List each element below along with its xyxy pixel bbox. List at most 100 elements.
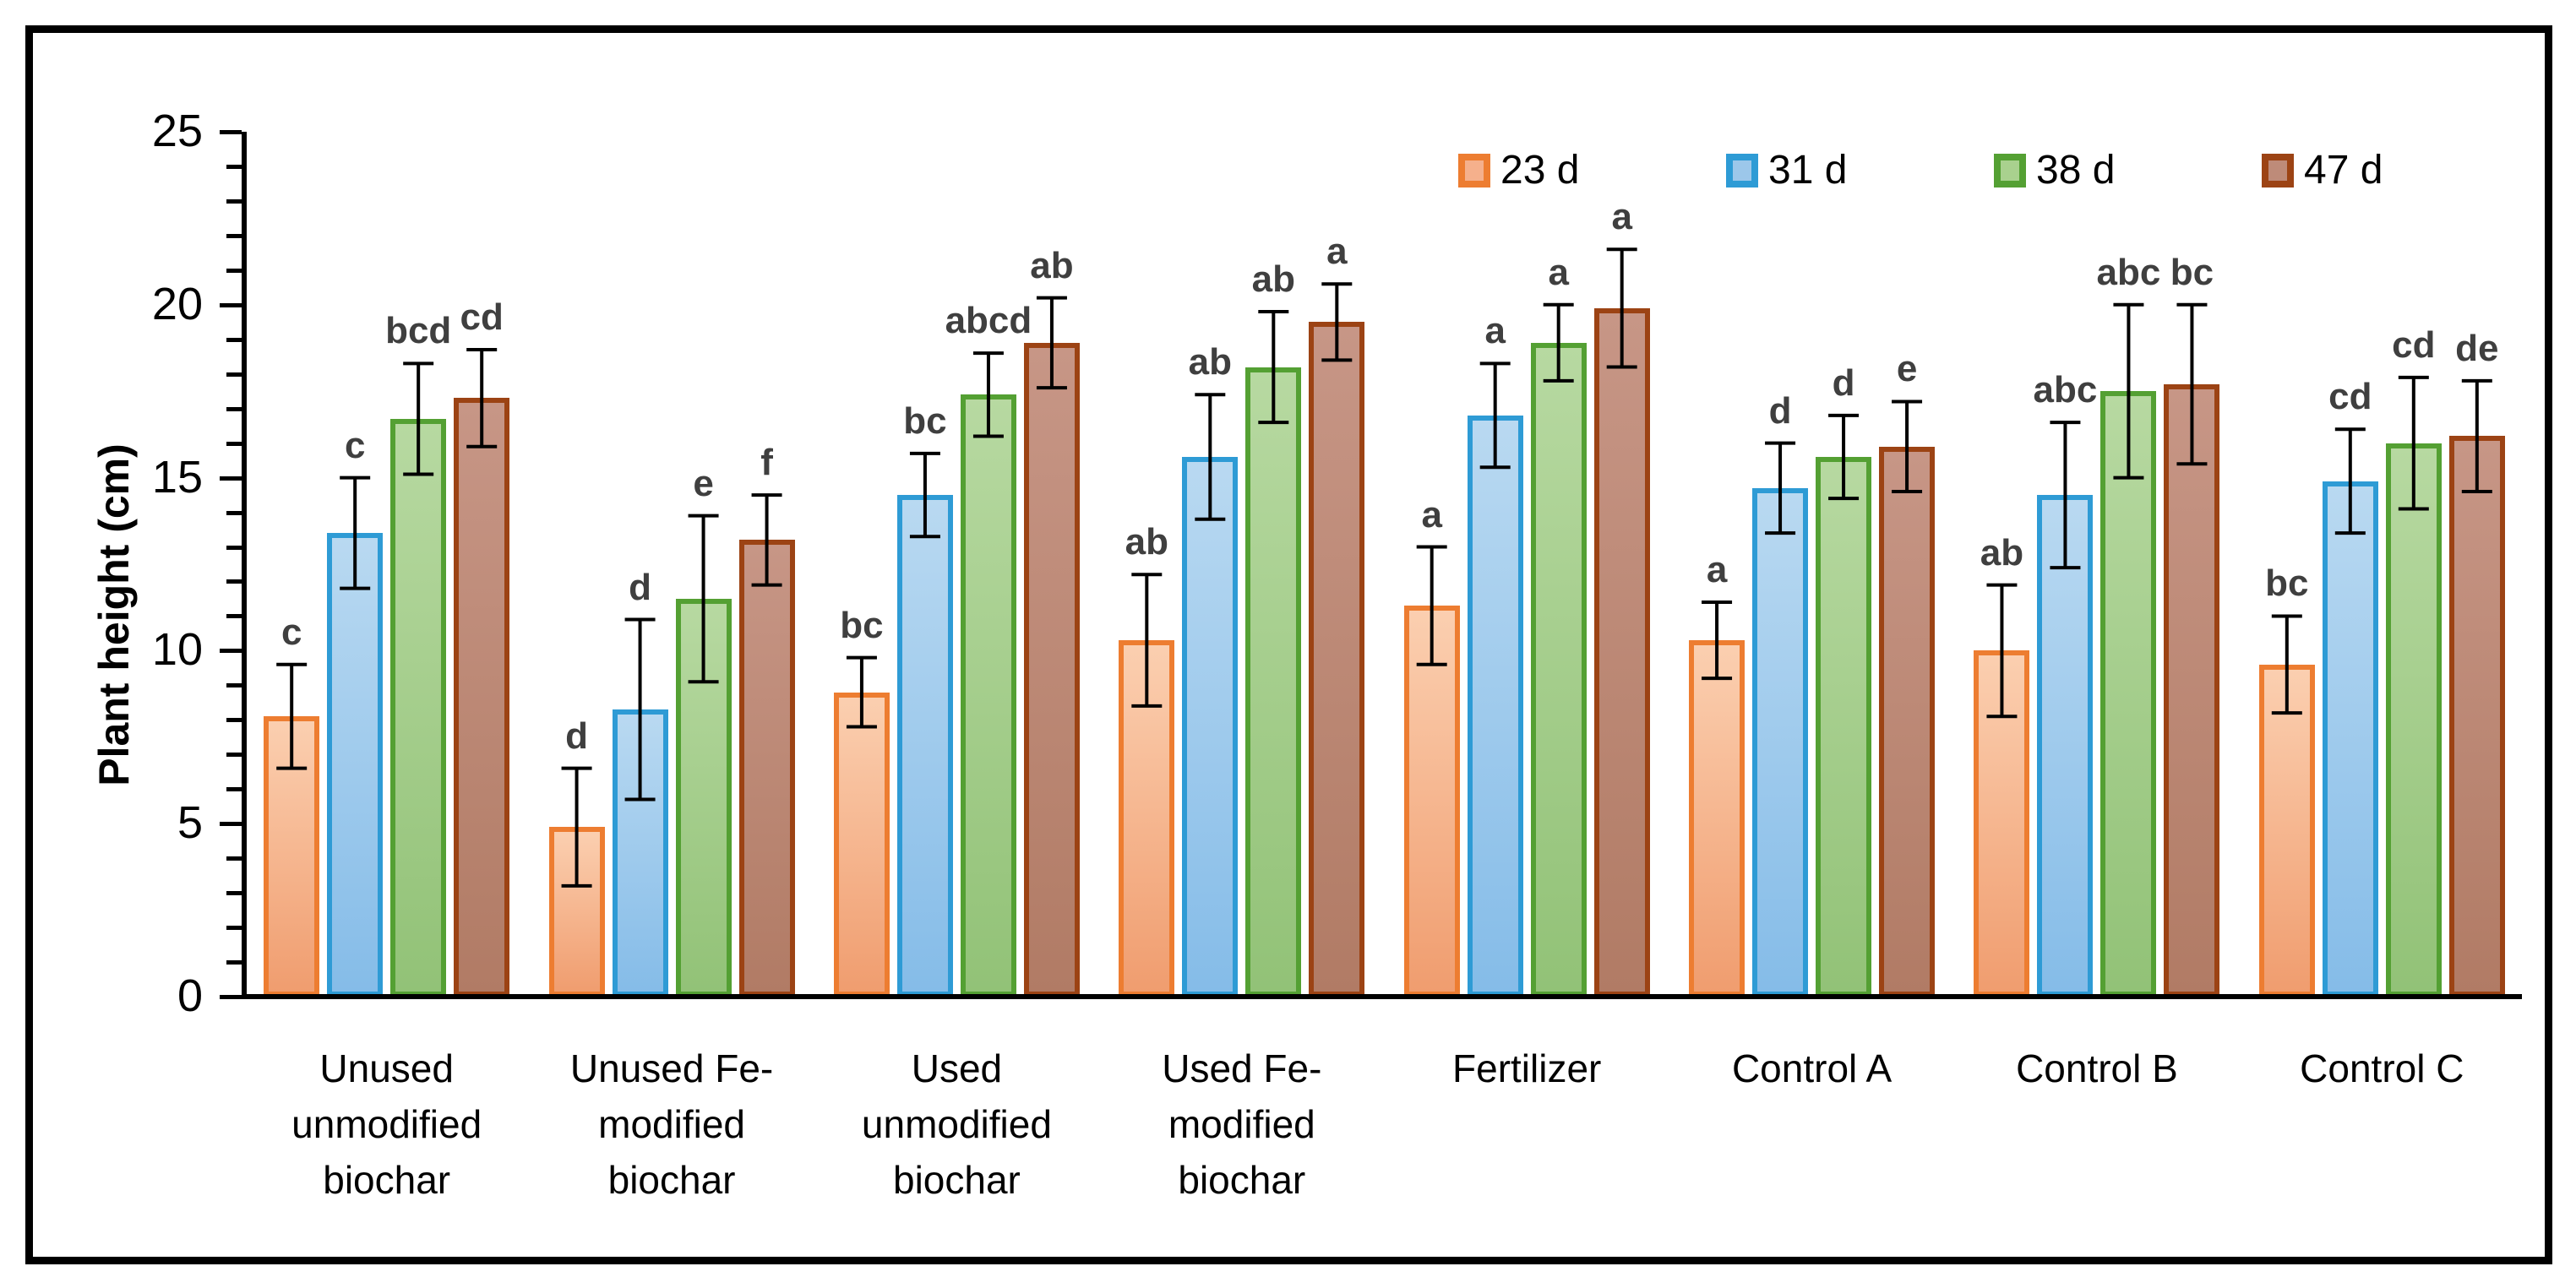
significance-letter: a xyxy=(1326,231,1348,273)
significance-letter: ab xyxy=(1188,341,1232,383)
legend-swatch xyxy=(2262,154,2294,187)
legend-label: 23 d xyxy=(1500,148,1580,193)
bar-31d-5 xyxy=(1467,415,1523,997)
bar-47d-6 xyxy=(1879,446,1936,997)
y-axis-line xyxy=(242,132,247,999)
significance-letter: cd xyxy=(2392,323,2436,366)
y-minor-tick xyxy=(226,372,242,377)
significance-letter: bc xyxy=(2170,251,2214,293)
significance-letter: a xyxy=(1548,251,1569,293)
significance-letter: bc xyxy=(903,399,947,442)
x-category-label: Unused Fe- modified biochar xyxy=(569,1046,774,1202)
legend-label: 31 d xyxy=(1768,148,1848,193)
bar-31d-4 xyxy=(1182,457,1239,997)
legend-item-47d: 47 d xyxy=(2262,150,2383,191)
y-minor-tick xyxy=(226,960,242,965)
y-tick-label: 5 xyxy=(177,797,203,849)
legend-item-38d: 38 d xyxy=(1994,150,2115,191)
legend-label: 38 d xyxy=(2036,148,2116,193)
bar-38d-1 xyxy=(390,418,447,997)
significance-letter: c xyxy=(344,424,366,466)
bar-31d-3 xyxy=(896,495,953,997)
significance-letter: de xyxy=(2455,327,2499,369)
x-axis-line xyxy=(242,994,2522,999)
x-category-label: Used unmodified biochar xyxy=(861,1046,1052,1202)
significance-letter: d xyxy=(1768,389,1792,432)
significance-letter: bcd xyxy=(385,310,452,352)
significance-letter: ab xyxy=(1980,531,2024,573)
significance-letter: bc xyxy=(2265,562,2309,605)
x-category-label: Control A xyxy=(1731,1046,1893,1090)
significance-letter: ab xyxy=(1251,258,1295,300)
significance-letter: ab xyxy=(1030,244,1074,286)
bar-47d-7 xyxy=(2164,384,2220,997)
x-category-label: Control C xyxy=(2300,1046,2464,1090)
significance-letter: c xyxy=(280,611,302,653)
y-tick-label: 15 xyxy=(151,451,203,503)
bar-38d-7 xyxy=(2100,391,2157,997)
y-minor-tick xyxy=(226,856,242,861)
significance-letter: ab xyxy=(1125,521,1168,563)
y-tick-label: 25 xyxy=(151,106,203,156)
y-minor-tick xyxy=(226,198,242,204)
bar-47d-4 xyxy=(1309,322,1365,997)
y-major-tick xyxy=(220,995,242,999)
bar-23d-8 xyxy=(2258,664,2315,997)
legend-item-31d: 31 d xyxy=(1726,150,1847,191)
y-minor-tick xyxy=(226,510,242,515)
y-minor-tick xyxy=(226,718,242,723)
bar-23d-3 xyxy=(833,692,890,997)
y-minor-tick xyxy=(226,164,242,169)
x-category-label: Control B xyxy=(2016,1046,2178,1090)
significance-letter: cd xyxy=(460,296,504,339)
significance-letter: cd xyxy=(2328,376,2372,418)
y-minor-tick xyxy=(226,614,242,619)
legend-swatch xyxy=(1458,154,1490,187)
y-minor-tick xyxy=(226,891,242,896)
y-major-tick xyxy=(220,476,242,481)
bar-38d-8 xyxy=(2385,443,2442,997)
y-major-tick xyxy=(220,822,242,827)
significance-letter: bc xyxy=(840,604,884,646)
legend-swatch xyxy=(1726,154,1758,187)
bar-38d-5 xyxy=(1530,342,1587,997)
y-minor-tick xyxy=(226,683,242,688)
legend-item-23d: 23 d xyxy=(1458,150,1579,191)
y-minor-tick xyxy=(226,579,242,584)
y-minor-tick xyxy=(226,268,242,273)
y-major-tick xyxy=(220,649,242,654)
bar-38d-3 xyxy=(960,394,1016,997)
significance-letter: a xyxy=(1611,196,1632,238)
bar-47d-3 xyxy=(1023,342,1080,997)
y-minor-tick xyxy=(226,753,242,758)
bar-31d-6 xyxy=(1752,487,1809,997)
significance-letter: d xyxy=(1832,361,1855,404)
y-tick-label: 0 xyxy=(177,970,203,1021)
y-minor-tick xyxy=(226,337,242,342)
significance-letter: a xyxy=(1421,493,1442,535)
significance-letter: d xyxy=(629,566,651,608)
bar-47d-5 xyxy=(1593,307,1650,997)
significance-letter: abc xyxy=(2096,251,2161,293)
bar-23d-6 xyxy=(1689,640,1745,997)
y-tick-label: 10 xyxy=(151,624,203,676)
y-major-tick xyxy=(220,130,242,134)
significance-letter: abc xyxy=(2033,369,2098,411)
bar-31d-1 xyxy=(327,533,384,997)
y-minor-tick xyxy=(226,787,242,792)
y-minor-tick xyxy=(226,441,242,446)
y-minor-tick xyxy=(226,406,242,411)
significance-letter: f xyxy=(760,442,773,484)
significance-letter: e xyxy=(693,462,714,504)
legend-label: 47 d xyxy=(2304,148,2383,193)
significance-letter: a xyxy=(1484,310,1506,352)
bar-31d-8 xyxy=(2322,481,2378,997)
significance-letter: d xyxy=(565,715,588,757)
x-category-label: Used Fe- modified biochar xyxy=(1162,1046,1322,1202)
legend-swatch xyxy=(1994,154,2026,187)
bar-47d-1 xyxy=(454,398,510,997)
significance-letter: abcd xyxy=(945,300,1032,342)
y-minor-tick xyxy=(226,926,242,931)
